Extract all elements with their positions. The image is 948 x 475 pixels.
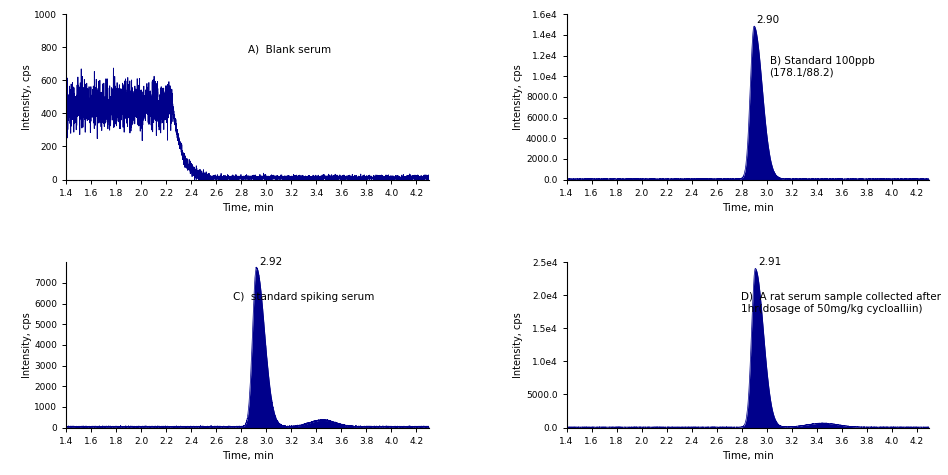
Text: C)  standard spiking serum: C) standard spiking serum <box>233 292 374 302</box>
Text: A)  Blank serum: A) Blank serum <box>247 44 331 54</box>
Text: B) Standard 100ppb
(178.1/88.2): B) Standard 100ppb (178.1/88.2) <box>770 56 874 77</box>
X-axis label: Time, min: Time, min <box>722 203 774 213</box>
Y-axis label: Intensity, cps: Intensity, cps <box>22 312 31 378</box>
Y-axis label: Intensity, cps: Intensity, cps <box>22 64 31 130</box>
Text: 2.91: 2.91 <box>757 257 781 267</box>
Y-axis label: Intensity, cps: Intensity, cps <box>513 312 523 378</box>
Text: 2.92: 2.92 <box>259 257 283 267</box>
Text: D)  A rat serum sample collected after
1hr(dosage of 50mg/kg cycloalliin): D) A rat serum sample collected after 1h… <box>740 292 940 314</box>
X-axis label: Time, min: Time, min <box>222 451 273 461</box>
Y-axis label: Intensity, cps: Intensity, cps <box>513 64 523 130</box>
Text: 2.90: 2.90 <box>757 15 779 25</box>
X-axis label: Time, min: Time, min <box>722 451 774 461</box>
X-axis label: Time, min: Time, min <box>222 203 273 213</box>
